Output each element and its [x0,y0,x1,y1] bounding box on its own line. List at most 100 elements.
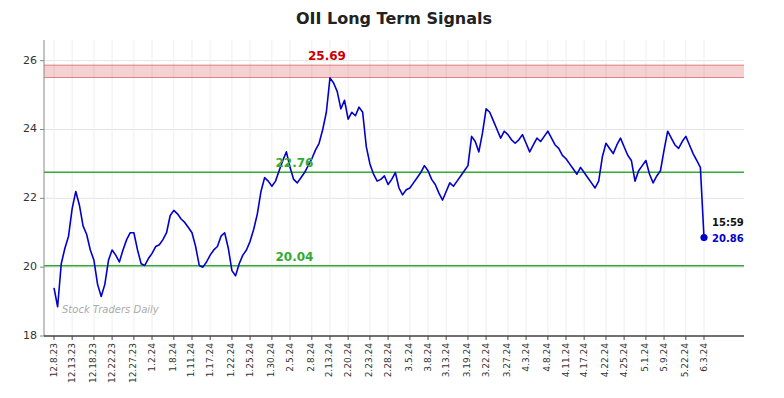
grid-line-x [290,40,291,336]
grid-line-x [348,40,349,336]
x-tick-label: 2.5.24 [285,343,295,372]
grid-line-x [428,40,429,336]
x-tick [369,336,370,340]
x-tick [428,336,429,340]
x-tick [388,336,389,340]
x-tick-label: 5.22.24 [680,343,690,378]
x-tick [409,336,410,340]
x-tick-label: 12.27.23 [128,343,138,383]
grid-line-x [645,40,646,336]
grid-line-x [152,40,153,336]
x-tick [311,336,312,340]
y-axis [44,40,45,336]
grid-line-x [584,40,585,336]
x-tick-label: 12.18.23 [88,343,98,383]
x-axis [44,335,744,337]
watermark: Stock Traders Daily [62,304,160,315]
grid-line-x [526,40,527,336]
x-tick [112,336,113,340]
x-tick-label: 12.13.23 [67,343,77,383]
x-tick [446,336,447,340]
x-tick-label: 2.23.24 [364,343,374,378]
x-tick-label: 5.9.24 [659,343,669,372]
grid-line-x [250,40,251,336]
plot-area [44,65,744,307]
x-tick [645,336,646,340]
grid-line-x [72,40,73,336]
y-tick-label: 22 [23,191,37,204]
reference-line [44,265,744,267]
y-tick [40,129,44,130]
grid-line-x [369,40,370,336]
x-tick-label: 12.8.23 [49,343,59,377]
last-value-label: 20.86 [712,233,744,244]
x-tick [704,336,705,340]
grid-line-x [446,40,447,336]
band-label: 25.69 [308,49,346,63]
grid-line-x [388,40,389,336]
grid-line-y [44,198,744,199]
x-tick [93,336,94,340]
x-tick-label: 4.11.24 [561,343,571,378]
grid-line-y [44,267,744,268]
x-tick-label: 4.3.24 [521,343,531,372]
grid-line-y [44,336,744,337]
x-tick-label: 12.22.23 [107,343,117,383]
y-tick-label: 26 [23,54,37,67]
band-edge [44,65,744,66]
y-tick [40,60,44,61]
x-tick-label: 1.30.24 [266,343,276,378]
x-tick [231,336,232,340]
x-tick [173,336,174,340]
x-tick-label: 4.17.24 [579,343,589,378]
grid-line-x [311,40,312,336]
last-point [700,234,707,241]
x-tick-label: 1.2.24 [147,343,157,372]
x-tick-label: 1.22.24 [226,343,236,378]
reference-label: 22.76 [276,156,314,170]
grid-line-x [486,40,487,336]
x-tick [191,336,192,340]
grid-line-y [44,60,744,61]
grid-line-x [133,40,134,336]
x-tick-label: 1.25.24 [245,343,255,378]
grid-line-x [704,40,705,336]
grid-line-x [507,40,508,336]
last-time-label: 15:59 [712,217,744,228]
x-tick-label: 3.27.24 [502,343,512,378]
band [44,65,744,77]
grid-line-x [467,40,468,336]
x-tick-label: 1.8.24 [168,343,178,372]
title: OII Long Term Signals [296,9,492,28]
x-tick [329,336,330,340]
y-tick-label: 20 [23,260,37,273]
x-tick [486,336,487,340]
grid-line-x [566,40,567,336]
x-tick [210,336,211,340]
x-tick [507,336,508,340]
grid-line-x [93,40,94,336]
x-tick-label: 2.13.24 [324,343,334,378]
x-tick-label: 1.11.24 [186,343,196,378]
x-tick [685,336,686,340]
x-tick [271,336,272,340]
x-tick [547,336,548,340]
x-tick [250,336,251,340]
grid-line-x [231,40,232,336]
reference-label: 20.04 [276,250,314,264]
x-tick-label: 3.13.24 [441,343,451,378]
band-edge [44,77,744,78]
x-tick-label: 4.25.24 [619,343,629,378]
x-tick-label: 4.8.24 [542,343,552,372]
grid-line-x [685,40,686,336]
x-tick-label: 2.8.24 [306,343,316,372]
x-tick [605,336,606,340]
grid-line-x [624,40,625,336]
grid-line-x [112,40,113,336]
y-tick [40,198,44,199]
x-tick [584,336,585,340]
x-tick-label: 6.3.24 [699,343,709,372]
price-line [54,78,704,307]
x-tick-label: 3.19.24 [462,343,472,378]
x-tick [624,336,625,340]
